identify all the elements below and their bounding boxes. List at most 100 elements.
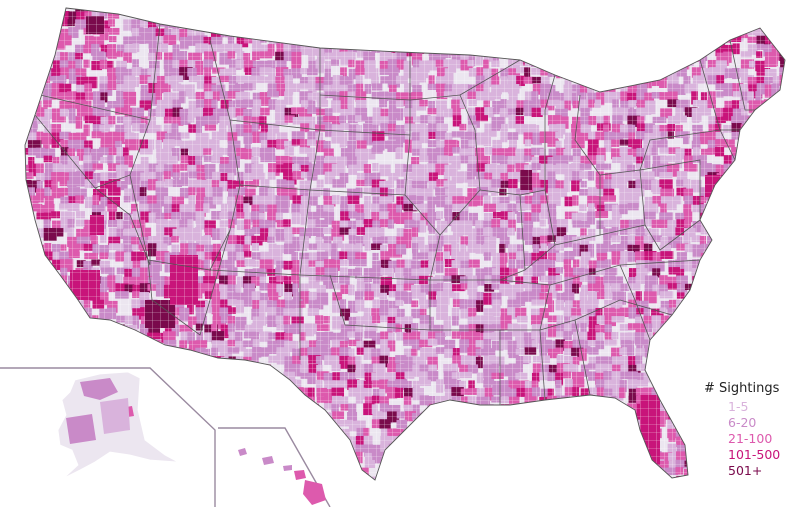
county-patch bbox=[659, 348, 671, 363]
county-patch bbox=[91, 332, 103, 342]
county-patch bbox=[547, 435, 556, 446]
county-patch bbox=[748, 148, 763, 156]
county-patch bbox=[28, 260, 42, 271]
county-patch bbox=[107, 347, 121, 360]
county-patch bbox=[684, 27, 695, 42]
county-patch bbox=[788, 405, 795, 414]
county-patch bbox=[164, 355, 171, 368]
county-patch bbox=[395, 8, 407, 17]
county-patch bbox=[659, 36, 667, 49]
county-patch bbox=[180, 403, 193, 416]
county-patch bbox=[235, 387, 248, 398]
county-patch bbox=[548, 11, 560, 19]
county-patch bbox=[156, 8, 171, 18]
county-patch bbox=[699, 260, 707, 267]
county-patch bbox=[699, 44, 710, 52]
county-patch bbox=[172, 8, 181, 19]
county-patch bbox=[228, 8, 239, 10]
county-patch bbox=[308, 419, 322, 433]
county-patch bbox=[780, 403, 785, 417]
county-patch bbox=[85, 492, 91, 505]
county-patch bbox=[619, 67, 631, 79]
county-patch bbox=[539, 452, 550, 466]
county-patch bbox=[348, 12, 361, 25]
county-patch bbox=[140, 460, 149, 474]
county-patch bbox=[379, 19, 387, 33]
county-patch bbox=[164, 372, 173, 380]
county-patch bbox=[787, 277, 800, 289]
county-patch bbox=[100, 485, 113, 492]
county-patch bbox=[548, 404, 559, 417]
county-patch bbox=[28, 380, 36, 392]
county-patch bbox=[179, 475, 192, 480]
county-patch bbox=[36, 467, 46, 480]
county-patch bbox=[604, 12, 613, 23]
county-patch bbox=[419, 28, 427, 39]
county-patch bbox=[267, 19, 276, 26]
county-patch bbox=[300, 35, 314, 43]
county-patch bbox=[25, 323, 30, 330]
county-patch bbox=[68, 308, 82, 317]
county-patch bbox=[732, 364, 740, 371]
county-patch bbox=[25, 395, 31, 405]
county-patch bbox=[284, 12, 293, 20]
county-patch bbox=[28, 44, 37, 55]
county-patch bbox=[436, 491, 444, 500]
county-patch bbox=[133, 492, 140, 501]
county-patch bbox=[35, 323, 44, 336]
county-patch bbox=[244, 412, 252, 422]
county-patch bbox=[549, 485, 557, 493]
county-patch bbox=[652, 67, 666, 77]
county-patch bbox=[620, 420, 633, 434]
county-patch bbox=[492, 35, 502, 43]
county-patch bbox=[748, 259, 757, 270]
county-patch bbox=[252, 27, 260, 35]
county-patch bbox=[76, 475, 84, 480]
county-patch bbox=[684, 332, 693, 345]
county-patch bbox=[156, 435, 164, 448]
county-patch bbox=[748, 316, 762, 328]
county-patch bbox=[27, 443, 39, 457]
county-patch bbox=[788, 156, 800, 164]
county-patch bbox=[772, 347, 781, 360]
county-patch bbox=[172, 492, 179, 505]
county-patch bbox=[668, 363, 680, 377]
county-patch bbox=[684, 300, 692, 312]
county-patch bbox=[171, 427, 184, 442]
county-patch bbox=[788, 485, 795, 495]
county-patch bbox=[25, 267, 30, 279]
county-patch bbox=[67, 355, 76, 368]
county-patch bbox=[395, 27, 408, 35]
county-patch bbox=[68, 315, 80, 323]
county-patch bbox=[547, 19, 556, 29]
county-patch bbox=[51, 403, 58, 412]
county-patch bbox=[508, 419, 520, 428]
county-patch bbox=[563, 11, 577, 25]
county-patch bbox=[92, 484, 103, 491]
county-patch bbox=[779, 348, 785, 361]
county-patch bbox=[36, 51, 45, 66]
county-patch bbox=[283, 419, 291, 427]
county-patch bbox=[516, 436, 529, 448]
county-patch bbox=[172, 443, 181, 451]
county-patch bbox=[739, 260, 751, 269]
county-patch bbox=[572, 443, 579, 450]
county-patch bbox=[340, 36, 350, 49]
county-patch bbox=[788, 428, 800, 438]
county-patch bbox=[435, 8, 445, 11]
county-patch bbox=[596, 428, 611, 439]
county-patch bbox=[564, 468, 575, 476]
county-patch bbox=[635, 11, 646, 18]
county-patch bbox=[669, 484, 678, 497]
county-patch bbox=[115, 484, 121, 494]
state-border-line bbox=[519, 189, 556, 271]
county-patch bbox=[789, 252, 800, 264]
county-patch bbox=[635, 460, 646, 468]
county-patch bbox=[755, 252, 764, 260]
county-patch bbox=[772, 156, 782, 166]
county-patch bbox=[404, 467, 414, 480]
county-patch bbox=[28, 59, 42, 72]
county-patch bbox=[596, 60, 610, 73]
county-patch bbox=[780, 28, 785, 42]
county-patch bbox=[420, 8, 430, 19]
